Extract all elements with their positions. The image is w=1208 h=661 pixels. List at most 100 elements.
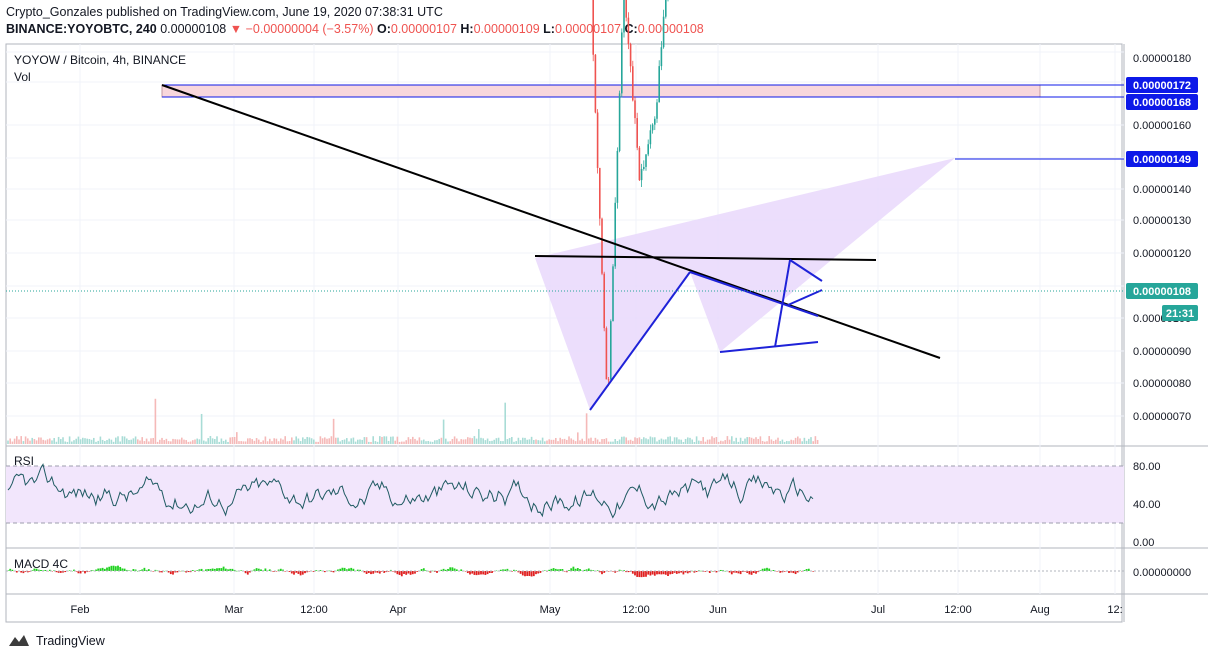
volume-bar: [482, 438, 484, 444]
volume-bar: [363, 437, 366, 444]
volume-bar: [55, 441, 58, 444]
volume-bar: [20, 436, 22, 444]
volume-bar: [623, 436, 625, 444]
volume-bar: [698, 440, 700, 444]
volume-bar: [700, 440, 702, 444]
volume-bar: [16, 436, 18, 444]
volume-bar: [777, 437, 779, 444]
volume-bar: [803, 437, 806, 444]
volume-bar: [537, 440, 539, 444]
price-tag-label: 0.00000168: [1133, 97, 1191, 109]
macd-bar: [341, 567, 344, 571]
candle-body: [665, 0, 667, 17]
candle-body: [632, 66, 634, 101]
macd-bar: [526, 571, 529, 576]
volume-bar: [599, 441, 601, 444]
candle-body: [656, 102, 658, 119]
candle-body: [625, 0, 627, 18]
macd-bar: [154, 569, 157, 571]
volume-bar: [814, 436, 817, 444]
macd-bar: [218, 568, 221, 571]
volume-bar: [110, 439, 113, 444]
macd-bar: [141, 569, 144, 571]
macd-bar: [585, 569, 588, 571]
pennant-upper-line[interactable]: [789, 259, 823, 282]
macd-bar: [356, 569, 359, 571]
macd-bar: [596, 570, 599, 571]
volume-bar: [781, 439, 784, 444]
macd-bar: [477, 571, 480, 575]
chart-header: Crypto_Gonzales published on TradingView…: [6, 4, 704, 38]
neckline[interactable]: [534, 255, 877, 261]
macd-bar: [631, 571, 634, 574]
breakout-leg-line[interactable]: [774, 259, 791, 348]
volume-bar: [387, 440, 390, 444]
high-label: H:: [460, 22, 474, 36]
volume-bar: [612, 441, 614, 444]
macd-bar: [394, 571, 397, 573]
macd-bar: [211, 568, 214, 571]
candle-body: [638, 147, 641, 181]
volume-bar: [497, 437, 500, 444]
macd-bar: [264, 568, 267, 571]
volume-bar: [282, 439, 284, 444]
volume-bar: [194, 439, 196, 444]
macd-bar: [422, 568, 425, 571]
macd-bar: [167, 571, 170, 573]
macd-bar: [75, 571, 78, 572]
volume-bar: [682, 441, 685, 444]
rising-leg-line[interactable]: [589, 271, 691, 411]
pennant-lower-line[interactable]: [787, 289, 823, 306]
macd-bar: [768, 568, 771, 571]
macd-bar: [724, 570, 727, 572]
volume-bar: [616, 441, 619, 444]
macd-bar: [275, 571, 278, 572]
macd-bar: [517, 571, 520, 573]
volume-bar: [189, 441, 192, 444]
macd-bar: [119, 566, 122, 571]
macd-bar: [728, 571, 731, 573]
macd-bar: [352, 568, 355, 571]
footer: TradingView: [8, 634, 105, 648]
macd-bar: [297, 571, 300, 574]
macd-bar: [805, 569, 808, 571]
candle-body: [647, 144, 649, 155]
macd-bar: [103, 568, 106, 571]
volume-bar: [489, 441, 491, 444]
volume-bar: [431, 441, 434, 444]
macd-bar: [620, 570, 623, 572]
macd-bar: [449, 567, 452, 571]
candle-body: [623, 0, 625, 33]
footer-brand[interactable]: TradingView: [36, 634, 105, 648]
volume-bar: [185, 440, 187, 444]
volume-bar: [348, 441, 350, 444]
macd-bar: [235, 570, 238, 572]
volume-bar: [253, 440, 256, 444]
volume-bar: [134, 436, 137, 444]
macd-bar: [9, 568, 12, 571]
macd-bar: [565, 571, 568, 573]
volume-bar: [53, 438, 55, 444]
volume-bar: [280, 438, 282, 444]
macd-pane-label: MACD 4C: [14, 557, 68, 571]
volume-bar: [484, 440, 487, 444]
triangle-upper-line[interactable]: [689, 271, 819, 317]
price-tick-label: 0.00000160: [1133, 120, 1191, 132]
macd-bar: [106, 567, 108, 571]
macd-bar: [99, 568, 102, 571]
triangle-lower-line[interactable]: [719, 341, 819, 353]
macd-bar: [389, 569, 392, 571]
macd-bar: [20, 571, 23, 573]
macd-bar: [376, 571, 379, 573]
macd-bar: [653, 571, 656, 576]
macd-bar: [484, 571, 487, 575]
volume-bar: [82, 437, 84, 444]
volume-bar: [614, 439, 616, 444]
volume-bar: [495, 438, 498, 444]
candle-body: [616, 150, 619, 203]
volume-bar: [610, 441, 612, 444]
macd-bar: [662, 571, 665, 575]
price-tag-box: [1126, 151, 1198, 167]
macd-bar: [152, 571, 155, 572]
